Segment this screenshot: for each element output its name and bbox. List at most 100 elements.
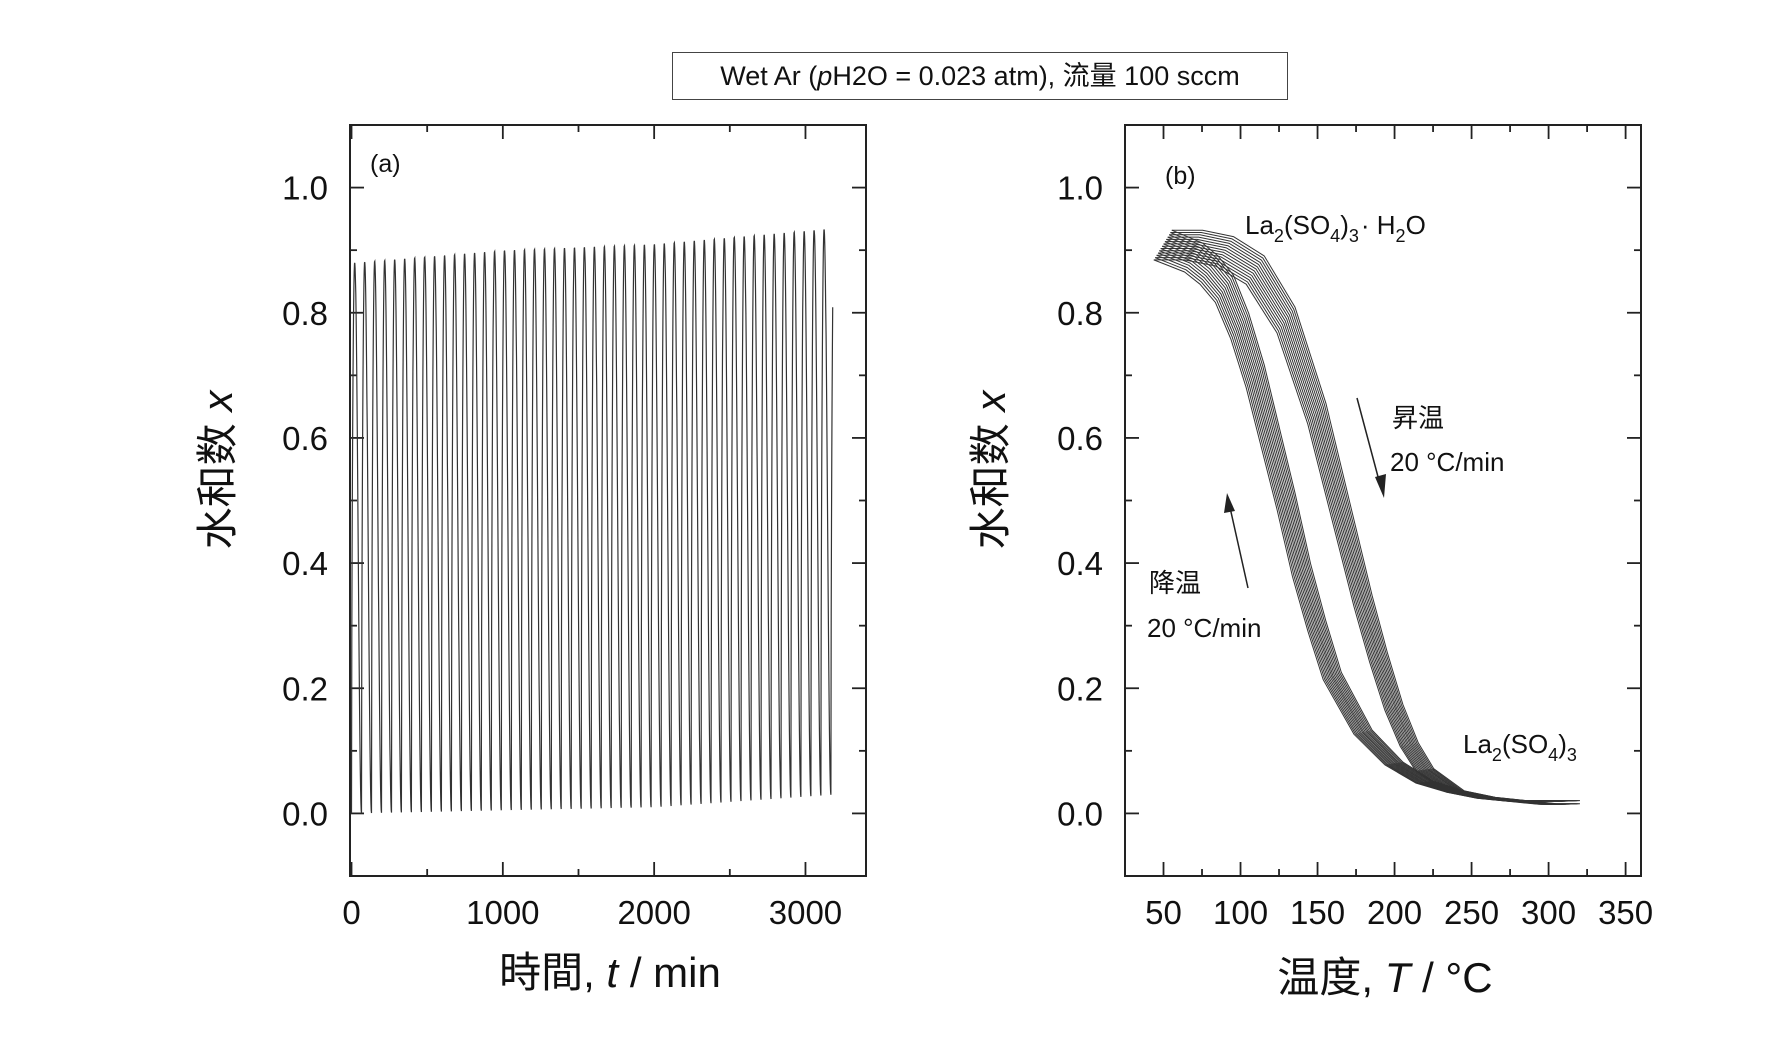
anhydrate-label: La2(SO4)3 xyxy=(1463,729,1577,765)
heating-series-line xyxy=(1162,245,1571,802)
conditions-p-symbol: p xyxy=(817,61,833,91)
heating-series-line xyxy=(1171,229,1580,802)
conditions-rest: H2O = 0.023 atm), 流量 100 sccm xyxy=(832,61,1240,91)
y-tick-label: 0.2 xyxy=(1057,670,1103,707)
cooling-series-line xyxy=(1155,257,1564,805)
hydrate-sub2: 4 xyxy=(1330,226,1340,246)
y-tick-label: 0.2 xyxy=(282,670,328,707)
anhydrate-so: (SO xyxy=(1502,729,1548,759)
x-tick-label: 100 xyxy=(1213,894,1268,931)
heating-series-line xyxy=(1166,238,1575,802)
panel-a: 0 1000 2000 3000 0.0 0.2 0.4 0.6 0.8 1.0 (a) 時間, … xyxy=(194,124,867,996)
hydrate-o: O xyxy=(1406,210,1426,240)
heating-series-line xyxy=(1160,248,1569,802)
x-tick-label: 3000 xyxy=(769,894,842,931)
panel-a-label: (a) xyxy=(370,150,401,178)
panel-b-ticks xyxy=(1124,124,1641,877)
panel-b-xlabel: 温度, T / °C xyxy=(1277,954,1492,1001)
anhydrate-close: ) xyxy=(1558,729,1567,759)
x-tick-label: 350 xyxy=(1598,894,1653,931)
panel-b: 50 100 150 200 250 300 350 0.0 0.2 0.4 0.6 0.8 1.0 (… xyxy=(967,124,1653,1001)
cooling-arrow-shaft xyxy=(1228,502,1249,589)
anhydrate-sub1: 2 xyxy=(1492,745,1502,765)
cooling-series-line xyxy=(1160,248,1569,805)
x-tick-label: 2000 xyxy=(617,894,690,931)
heating-series-line xyxy=(1158,252,1567,802)
anhydrate-la: La xyxy=(1463,729,1492,759)
cycle-series-line xyxy=(350,229,834,814)
panel-a-xlabel-main: 時間, xyxy=(499,949,606,996)
hydrate-sub1: 2 xyxy=(1274,226,1284,246)
cooling-label: 降温 xyxy=(1149,568,1201,598)
hydrate-sub3: 3 xyxy=(1349,226,1359,246)
x-tick-label: 250 xyxy=(1444,894,1499,931)
panel-b-data xyxy=(1153,229,1580,805)
x-tick-label: 0 xyxy=(342,894,360,931)
cooling-series-line xyxy=(1159,250,1568,805)
heating-series-line xyxy=(1159,250,1568,802)
heating-series-line xyxy=(1169,234,1578,802)
cooling-arrow-head xyxy=(1224,493,1235,513)
panel-b-ylabel: 水和数 x xyxy=(967,389,1014,550)
y-tick-label: 0.6 xyxy=(282,420,328,457)
y-tick-label: 0.8 xyxy=(282,295,328,332)
cooling-series-line xyxy=(1153,259,1562,805)
heating-series-line xyxy=(1153,259,1562,802)
heating-series-line xyxy=(1167,236,1576,802)
x-tick-label: 150 xyxy=(1290,894,1345,931)
heating-arrow-shaft xyxy=(1356,397,1382,489)
panel-b-xlabel-unit: / °C xyxy=(1410,954,1492,1001)
y-tick-label: 0.0 xyxy=(1057,795,1103,832)
panel-a-data xyxy=(350,229,834,814)
anhydrate-sub2: 4 xyxy=(1548,745,1558,765)
hydrate-sub4: 2 xyxy=(1396,226,1406,246)
y-tick-label: 0.4 xyxy=(1057,545,1103,582)
conditions-prefix: Wet Ar ( xyxy=(720,61,818,91)
panel-a-ticks xyxy=(350,124,866,877)
panel-a-xlabel: 時間, t / min xyxy=(499,949,721,996)
panel-a-xlabel-unit: / min xyxy=(618,949,721,996)
y-tick-label: 0.4 xyxy=(282,545,328,582)
heating-series-line xyxy=(1156,254,1565,802)
panel-b-xlabel-main: 温度, xyxy=(1277,954,1384,1001)
panel-b-xlabel-var: T xyxy=(1385,954,1414,1001)
panel-b-ylabel-main: 水和数 xyxy=(967,412,1014,550)
panel-b-tick-labels: 50 100 150 200 250 300 350 0.0 0.2 0.4 0.6 0.8 1.0 xyxy=(1057,170,1653,931)
cooling-series-line xyxy=(1167,236,1576,805)
cooling-rate: 20 °C/min xyxy=(1147,613,1261,643)
hydrate-dot-h: · H xyxy=(1361,210,1396,240)
heating-arrow-head xyxy=(1375,474,1386,498)
y-tick-label: 0.8 xyxy=(1057,295,1103,332)
heating-series-line xyxy=(1155,257,1564,802)
y-tick-label: 0.0 xyxy=(282,795,328,832)
heating-label: 昇温 xyxy=(1392,403,1444,433)
cooling-series-line xyxy=(1157,252,1567,805)
panel-a-ylabel-var: x xyxy=(194,389,241,414)
cooling-series-line xyxy=(1164,241,1574,805)
heating-series-line xyxy=(1164,241,1574,802)
hydrate-la: La xyxy=(1245,210,1274,240)
cooling-series-line xyxy=(1161,245,1571,805)
cooling-series-line xyxy=(1166,238,1575,805)
panel-b-label: (b) xyxy=(1165,162,1196,190)
y-tick-label: 1.0 xyxy=(1057,170,1103,207)
cooling-series-line xyxy=(1163,243,1572,805)
x-tick-label: 300 xyxy=(1521,894,1576,931)
panel-a-tick-labels: 0 1000 2000 3000 0.0 0.2 0.4 0.6 0.8 1.0 xyxy=(282,170,842,931)
y-tick-label: 0.6 xyxy=(1057,420,1103,457)
panel-a-xlabel-var: t xyxy=(606,949,620,996)
heating-series-line xyxy=(1163,243,1572,802)
cooling-series-line xyxy=(1171,229,1580,805)
x-tick-label: 200 xyxy=(1367,894,1422,931)
x-tick-label: 50 xyxy=(1145,894,1182,931)
panel-b-ylabel-var: x xyxy=(967,389,1014,414)
hydrate-close: ) xyxy=(1340,210,1349,240)
panel-a-ylabel: 水和数 x xyxy=(194,389,241,550)
x-tick-label: 1000 xyxy=(466,894,539,931)
cooling-series-line xyxy=(1168,234,1578,805)
cooling-series-line xyxy=(1156,254,1565,805)
conditions-label: Wet Ar (pH2O = 0.023 atm), 流量 100 sccm xyxy=(672,52,1288,100)
hydrate-so: (SO xyxy=(1284,210,1330,240)
y-tick-label: 1.0 xyxy=(282,170,328,207)
